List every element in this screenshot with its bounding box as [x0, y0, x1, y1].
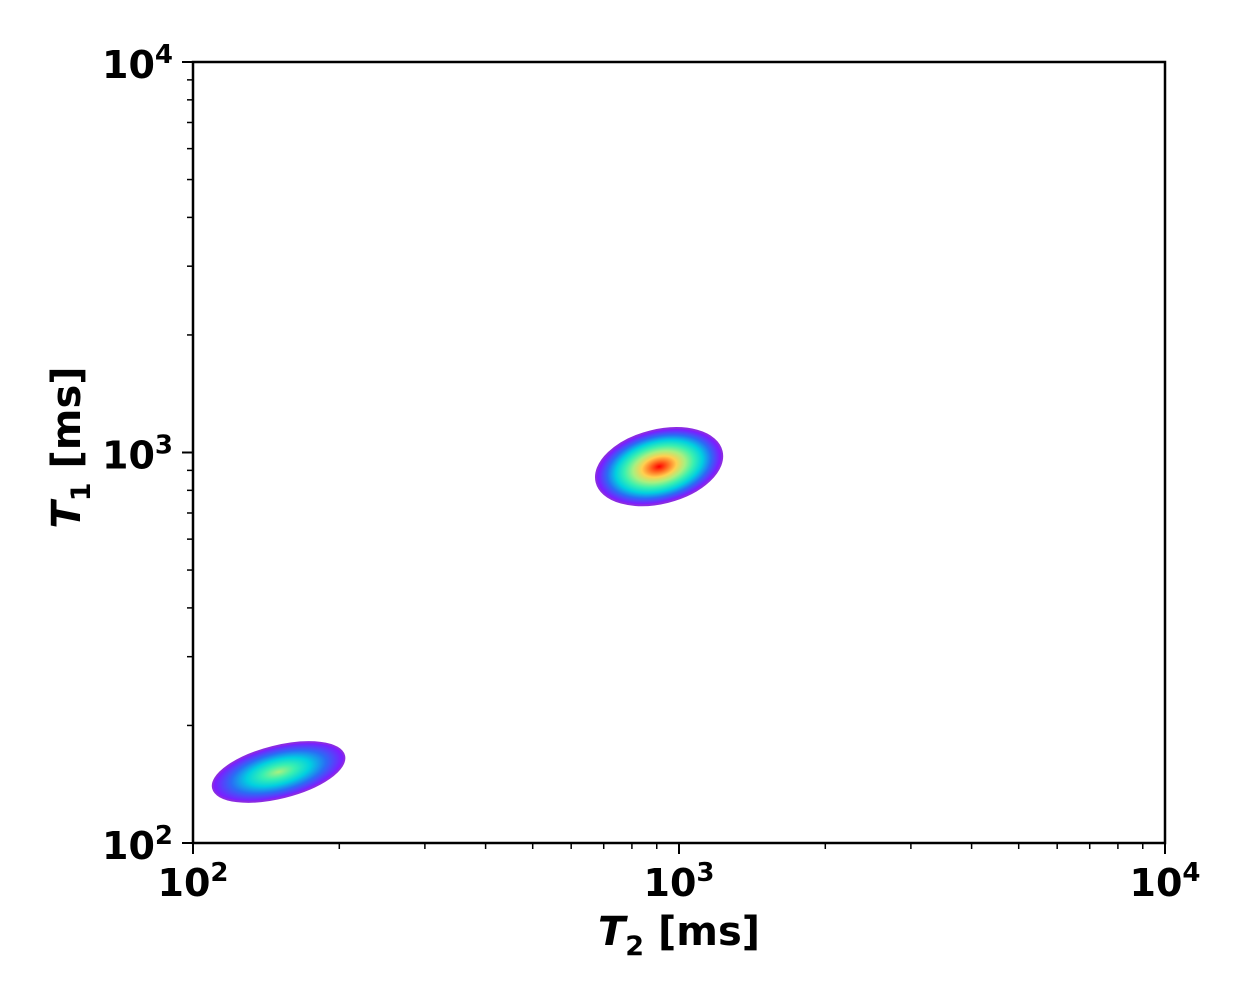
- x-tick-label: 102: [158, 858, 229, 905]
- y-tick-label: 104: [102, 40, 173, 87]
- major-ticks-layer: [182, 61, 1166, 854]
- plot-frame: [191, 60, 1167, 845]
- peaks-layer: [211, 427, 724, 803]
- x-axis-subscript: 2: [625, 931, 644, 962]
- x-tick-label: 104: [1130, 858, 1201, 905]
- x-axis-title: T2 [ms]: [598, 909, 760, 962]
- y-axis-title: T1 [ms]: [44, 366, 97, 528]
- y-axis-symbol: T: [44, 499, 90, 529]
- x-tick-label: 103: [644, 858, 715, 905]
- x-axis-unit: [ms]: [644, 909, 760, 955]
- y-tick-label: 102: [102, 821, 173, 868]
- y-axis-unit: [ms]: [44, 366, 90, 482]
- tick-labels-layer: 102 103 104 102 103 104: [102, 40, 1200, 905]
- y-tick-label: 103: [102, 431, 173, 478]
- peak-2: [211, 741, 346, 803]
- x-axis-symbol: T: [598, 909, 628, 955]
- peak-1: [595, 427, 724, 507]
- y-axis-subscript: 1: [66, 482, 97, 501]
